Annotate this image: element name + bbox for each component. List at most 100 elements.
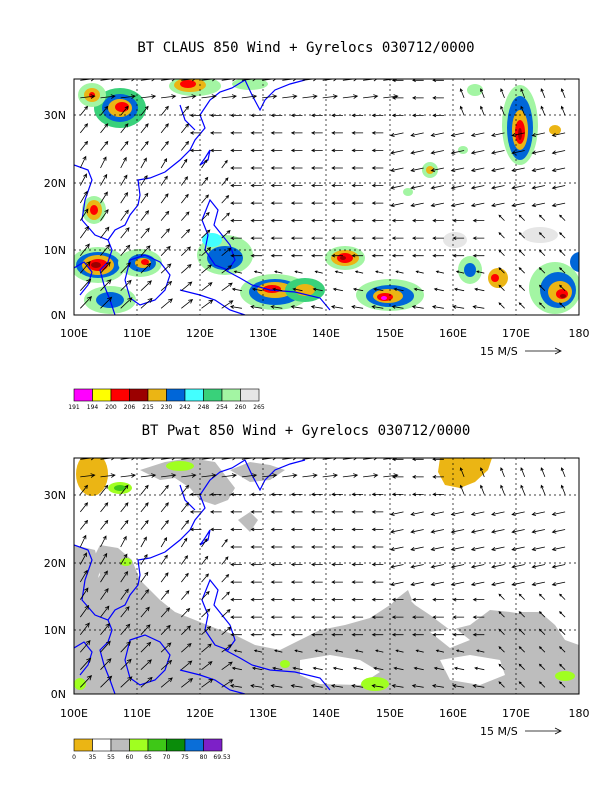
claus-wind-arrow	[160, 245, 171, 256]
pwat-wind-arrow	[79, 502, 89, 513]
pwat-wind-arrow	[140, 502, 149, 513]
claus-wind-arrow	[100, 105, 109, 116]
claus-wind-arrow	[371, 218, 384, 223]
claus-wind-arrow	[160, 175, 168, 186]
claus-x-tick-130e: 130E	[249, 327, 277, 340]
claus-wind-arrow	[210, 113, 222, 118]
claus-wind-arrow	[221, 194, 230, 204]
claus-wind-arrow	[430, 185, 444, 190]
pwat-wind-arrow	[221, 556, 229, 565]
claus-wind-arrow	[470, 167, 485, 173]
pwat-colorbar-swatch	[203, 738, 223, 752]
claus-wind-arrow	[352, 287, 364, 292]
claus-wind-arrow	[160, 280, 173, 291]
claus-wind-arrow	[272, 287, 283, 292]
claus-wind-arrow	[472, 236, 485, 240]
pwat-wind-arrow	[79, 534, 87, 548]
claus-wind-arrow	[311, 183, 323, 188]
claus-wind-arrow	[351, 201, 364, 205]
claus-wind-arrow	[80, 296, 93, 309]
pwat-wind-arrow	[290, 545, 303, 549]
pwat-colorbar-swatch	[73, 738, 93, 752]
claus-wind-arrow	[311, 218, 323, 223]
pwat-wind-arrow	[351, 527, 364, 532]
pwat-wind-arrow	[290, 580, 303, 584]
pwat-wind-arrow	[290, 562, 303, 567]
pwat-wind-arrow	[250, 632, 263, 637]
claus-y-tick-20n: 20N	[44, 177, 66, 190]
pwat-wind-arrow	[551, 529, 566, 534]
pwat-wind-arrow	[453, 666, 465, 671]
pwat-wind-arrow	[253, 649, 263, 653]
claus-wind-arrow	[270, 148, 283, 153]
claus-wind-arrow	[511, 185, 525, 190]
pwat-wind-arrow	[161, 473, 177, 478]
claus-wind-arrow	[140, 262, 152, 274]
pwat-wind-arrow	[312, 666, 323, 671]
pwat-wind-arrow	[390, 511, 404, 516]
claus-wind-arrow	[331, 253, 343, 258]
claus-wind-arrow	[453, 287, 465, 292]
pwat-moist-spot-north-2	[114, 485, 126, 491]
claus-wind-arrow	[201, 94, 217, 99]
claus-wind-arrow	[201, 176, 209, 186]
pwat-colorbar-label: 55	[107, 754, 115, 761]
claus-wind-arrow	[229, 305, 242, 309]
claus-wind-arrow	[311, 201, 323, 205]
claus-wind-arrow	[371, 148, 384, 153]
claus-wind-arrow	[290, 183, 303, 188]
claus-wind-arrow	[412, 253, 424, 258]
pwat-wind-arrow	[120, 570, 129, 583]
pwat-wind-arrow	[140, 606, 150, 618]
pwat-wind-arrow	[450, 511, 465, 516]
pwat-y-tick-10n: 10N	[44, 624, 66, 637]
claus-wind-arrow	[413, 287, 424, 292]
pwat-wind-arrow	[354, 649, 364, 653]
claus-wind-arrow	[140, 105, 149, 116]
pwat-wind-arrow	[371, 527, 384, 532]
pwat-wind-arrow	[371, 684, 384, 688]
claus-wind-arrow	[331, 183, 343, 188]
pwat-wind-arrow	[410, 529, 424, 534]
pwat-wind-arrow	[79, 622, 90, 635]
pwat-colorbar-label: 80	[200, 754, 208, 761]
claus-wind-arrow	[189, 148, 202, 153]
pwat-wind-arrow	[270, 615, 283, 619]
claus-wind-arrow	[210, 148, 222, 153]
pwat-wind-arrow	[160, 484, 169, 495]
claus-wind-arrow	[472, 218, 485, 223]
pwat-wind-arrow	[140, 553, 148, 565]
claus-wind-arrow	[250, 131, 263, 135]
pwat-wind-arrow	[311, 580, 323, 584]
pwat-wind-arrow	[100, 473, 116, 478]
claus-wind-arrow	[470, 150, 485, 155]
claus-wind-arrow	[120, 140, 129, 151]
pwat-wind-arrow	[540, 484, 546, 495]
claus-wind-arrow	[538, 249, 546, 256]
claus-wind-arrow	[100, 296, 113, 309]
pwat-wind-arrow	[412, 492, 424, 497]
pwat-colorbar-label: 0	[72, 754, 76, 761]
pwat-wind-arrow	[498, 681, 505, 688]
pwat-wind-arrow	[531, 529, 545, 534]
pwat-wind-arrow	[351, 684, 364, 688]
pwat-wind-arrow	[538, 628, 546, 635]
claus-wind-arrow	[351, 218, 364, 223]
pwat-wind-arrow	[351, 545, 364, 549]
pwat-wind-arrow	[491, 581, 505, 587]
claus-wind-arrow	[311, 131, 323, 135]
pwat-wind-arrow	[531, 564, 545, 569]
claus-wind-arrow	[80, 278, 92, 291]
claus-wind-arrow	[498, 284, 505, 291]
claus-wind-arrow	[140, 94, 157, 99]
pwat-wind-arrow	[390, 546, 404, 552]
claus-wind-arrow	[270, 166, 283, 170]
claus-wind-arrow	[540, 105, 546, 116]
pwat-wind-arrow	[391, 597, 404, 602]
pwat-wind-arrow	[140, 571, 149, 583]
claus-wind-arrow	[180, 123, 190, 134]
pwat-wind-arrow	[452, 615, 465, 619]
pwat-wind-arrow	[270, 684, 283, 688]
claus-wind-arrow	[459, 105, 465, 116]
claus-wind-arrow	[160, 158, 168, 169]
